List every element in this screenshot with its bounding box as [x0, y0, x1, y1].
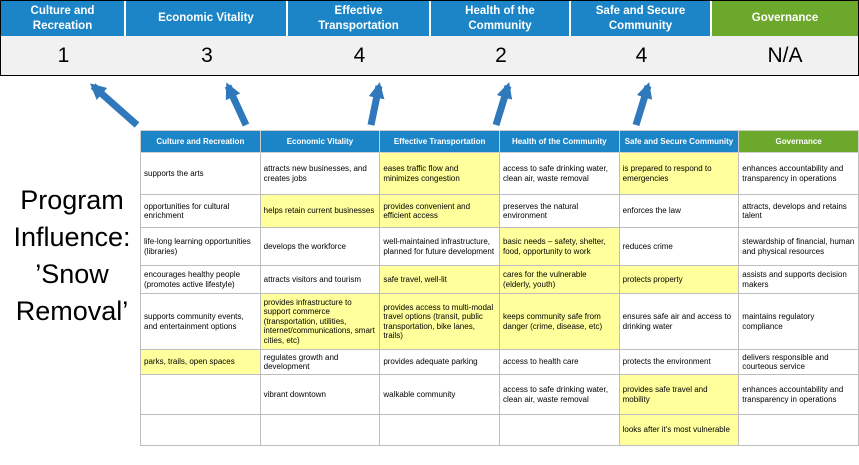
- table-cell: attracts new businesses, and creates job…: [259, 152, 381, 195]
- table-cell: is prepared to respond to emergencies: [618, 152, 740, 195]
- table-row: supports the arts attracts new businesses…: [140, 152, 859, 195]
- table-cell: enhances accountability and transparency…: [738, 152, 859, 195]
- table-cell: life-long learning opportunities (librar…: [140, 227, 261, 266]
- table-row: parks, trails, open spaces regulates grow…: [140, 349, 859, 375]
- summary-score-1: 3: [201, 44, 213, 67]
- summary-header-0: Culture and Recreation: [1, 1, 126, 36]
- table-row: looks after it's most vulnerable: [140, 414, 859, 446]
- table-cell: [140, 374, 261, 415]
- table-cell: delivers responsible and courteous servi…: [738, 349, 859, 375]
- table-cell: looks after it's most vulnerable: [618, 414, 740, 446]
- table-cell: [140, 414, 261, 446]
- table-cell: helps retain current businesses: [259, 194, 381, 228]
- table-cell: provides safe travel and mobility: [618, 374, 740, 415]
- table-cell: opportunities for cultural enrichment: [140, 194, 261, 228]
- table-cell: walkable community: [379, 374, 500, 415]
- table-cell: preserves the natural environment: [498, 194, 620, 228]
- summary-score-row: 1 3 4 2 4 N/A: [1, 36, 858, 75]
- matrix-header-0: Culture and Recreation: [140, 130, 261, 153]
- arrow-icon-culture: [90, 83, 140, 128]
- score-arrows: [90, 82, 653, 128]
- table-cell: supports community events, and entertain…: [140, 293, 261, 350]
- table-row: vibrant downtown walkable community access…: [140, 374, 859, 415]
- summary-score-0: 1: [57, 44, 70, 67]
- table-cell: regulates growth and development: [259, 349, 381, 375]
- summary-block: Culture and Recreation Economic Vitality E…: [0, 0, 859, 76]
- table-cell: protects the environment: [618, 349, 740, 375]
- table-cell: assists and supports decision makers: [738, 265, 859, 294]
- table-cell: access to safe drinking water, clean air…: [498, 152, 620, 195]
- table-cell: safe travel, well-lit: [379, 265, 500, 294]
- title-line-2: Influence:: [13, 222, 131, 252]
- table-row: encourages healthy people (promotes acti…: [140, 265, 859, 294]
- matrix-header-5: Governance: [738, 130, 859, 153]
- table-cell: provides infrastructure to support comme…: [259, 293, 381, 350]
- matrix-header-2: Effective Transportation: [379, 130, 500, 153]
- table-cell: [498, 414, 620, 446]
- summary-header-5: Governance: [712, 1, 858, 36]
- table-cell: [738, 414, 859, 446]
- program-influence-title: Program Influence: ’Snow Removal’: [4, 182, 140, 330]
- summary-score-5: N/A: [767, 44, 803, 67]
- table-cell: protects property: [618, 265, 740, 294]
- table-cell: eases traffic flow and minimizes congest…: [379, 152, 500, 195]
- table-cell: basic needs – safety, shelter, food, opp…: [498, 227, 620, 266]
- title-line-4: Removal’: [15, 296, 129, 326]
- table-cell: provides access to multi-modal travel op…: [379, 293, 500, 350]
- title-line-1: Program: [20, 185, 124, 215]
- table-cell: attracts visitors and tourism: [259, 265, 381, 294]
- table-row: life-long learning opportunities (librar…: [140, 227, 859, 266]
- matrix-header-row: Culture and Recreation Economic Vitality E…: [140, 130, 859, 153]
- summary-score-2: 4: [353, 44, 366, 67]
- table-cell: stewardship of financial, human and phys…: [738, 227, 859, 266]
- table-cell: encourages healthy people (promotes acti…: [140, 265, 261, 294]
- table-cell: access to safe drinking water, clean air…: [498, 374, 620, 415]
- table-row: supports community events, and entertain…: [140, 293, 859, 350]
- table-cell: access to health care: [498, 349, 620, 375]
- arrow-icon-safe: [632, 82, 653, 127]
- arrow-icon-transportation: [367, 82, 385, 126]
- summary-header-2: Effective Transportation: [288, 1, 431, 36]
- matrix-header-3: Health of the Community: [498, 130, 620, 153]
- table-row: opportunities for cultural enrichment hel…: [140, 194, 859, 228]
- table-cell: reduces crime: [618, 227, 740, 266]
- summary-header-4: Safe and Secure Community: [571, 1, 712, 36]
- arrow-icon-economic: [224, 82, 250, 127]
- arrow-icon-health: [492, 82, 513, 127]
- table-cell: develops the workforce: [259, 227, 381, 266]
- table-cell: parks, trails, open spaces: [140, 349, 261, 375]
- table-cell: [259, 414, 381, 446]
- summary-header-3: Health of the Community: [431, 1, 571, 36]
- table-cell: attracts, develops and retains talent: [738, 194, 859, 228]
- program-matrix: Culture and Recreation Economic Vitality E…: [140, 130, 859, 446]
- matrix-header-4: Safe and Secure Community: [618, 130, 740, 153]
- summary-score-3: 2: [495, 44, 507, 67]
- table-cell: keeps community safe from danger (crime,…: [498, 293, 620, 350]
- table-cell: vibrant downtown: [259, 374, 381, 415]
- table-cell: cares for the vulnerable (elderly, youth…: [498, 265, 620, 294]
- table-cell: supports the arts: [140, 152, 261, 195]
- summary-header-1: Economic Vitality: [126, 1, 288, 36]
- title-line-3: ’Snow: [35, 259, 109, 289]
- table-cell: enforces the law: [618, 194, 740, 228]
- table-cell: maintains regulatory compliance: [738, 293, 859, 350]
- table-cell: [379, 414, 500, 446]
- table-cell: enhances accountability and transparency…: [738, 374, 859, 415]
- table-cell: well-maintained infrastructure, planned …: [379, 227, 500, 266]
- table-cell: ensures safe air and access to drinking …: [618, 293, 740, 350]
- table-cell: provides adequate parking: [379, 349, 500, 375]
- matrix-header-1: Economic Vitality: [259, 130, 381, 153]
- table-cell: provides convenient and efficient access: [379, 194, 500, 228]
- summary-score-4: 4: [635, 44, 648, 67]
- summary-header-row: Culture and Recreation Economic Vitality E…: [1, 1, 858, 36]
